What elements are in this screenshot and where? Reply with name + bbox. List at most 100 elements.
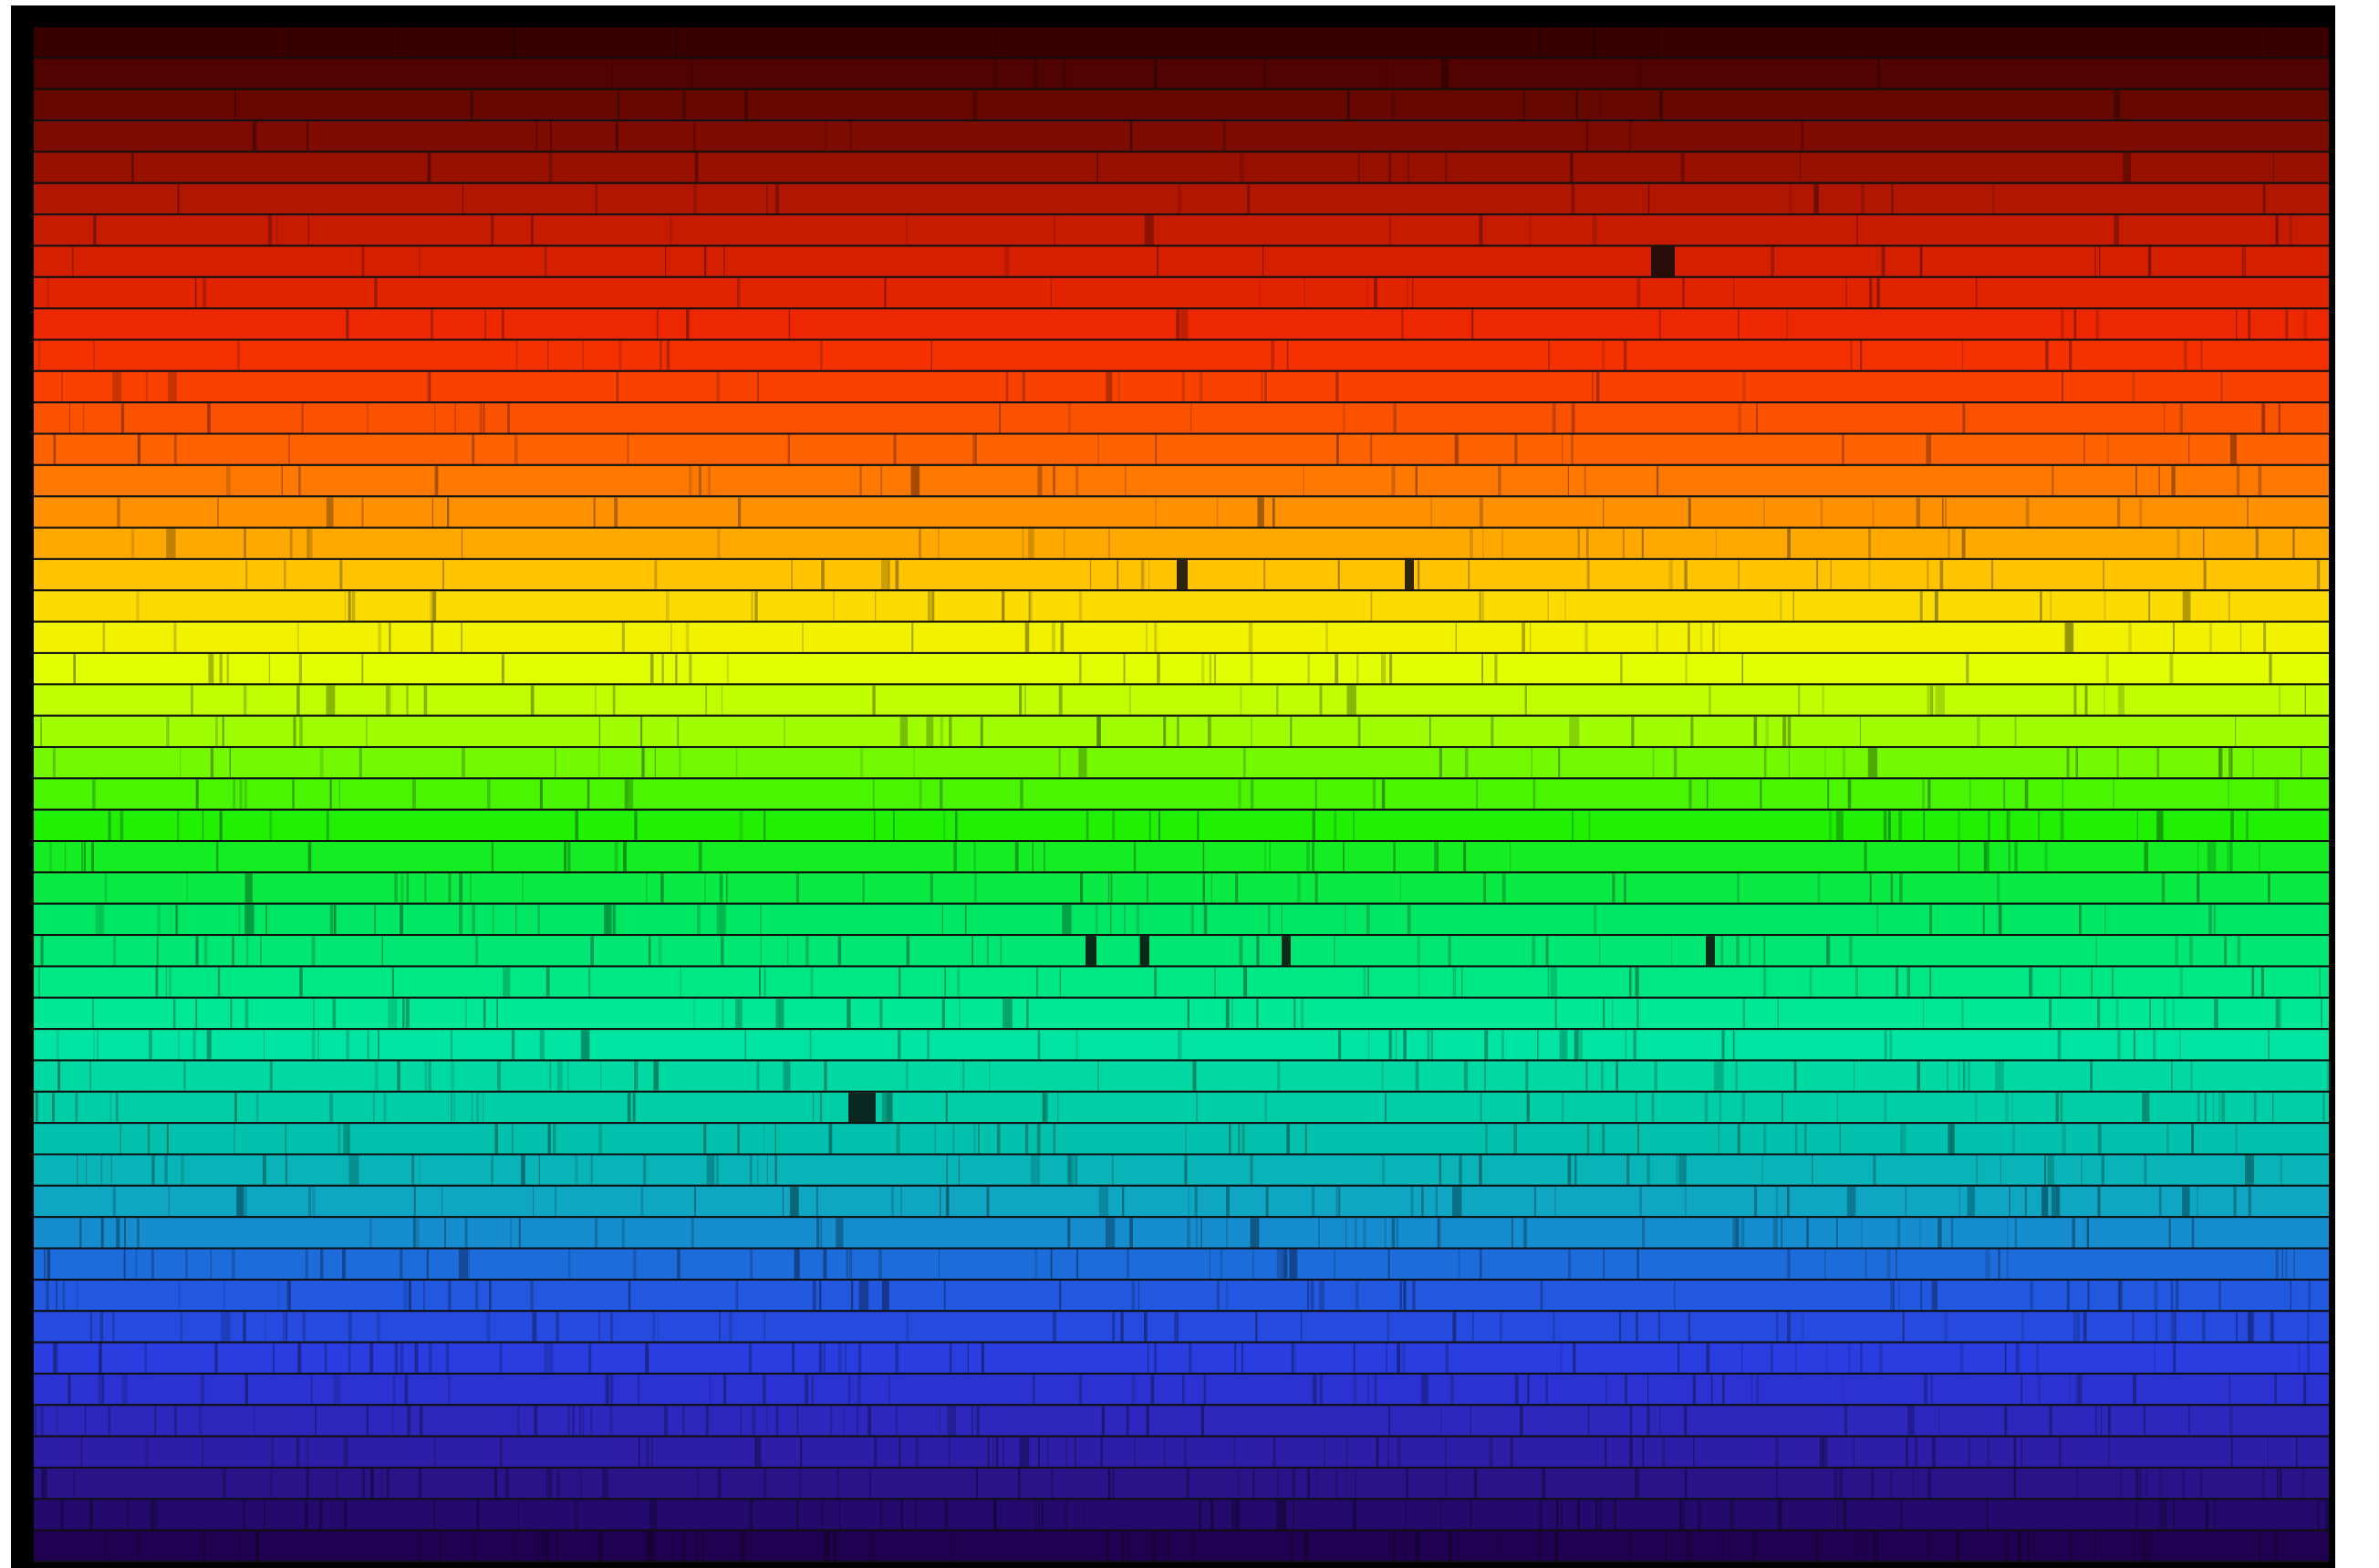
- absorption-line: [1250, 779, 1254, 809]
- absorption-line: [1987, 1437, 1990, 1467]
- absorption-line: [1415, 465, 1418, 496]
- absorption-line: [1545, 1374, 1549, 1405]
- absorption-line: [764, 1312, 765, 1342]
- absorption-line: [2083, 1312, 2086, 1342]
- absorption-line: [1065, 1437, 1068, 1467]
- absorption-line: [1890, 1280, 1892, 1311]
- absorption-line: [284, 559, 286, 590]
- absorption-line: [2055, 1092, 2059, 1123]
- absorption-line: [1585, 528, 1589, 558]
- absorption-line: [1763, 1124, 1767, 1154]
- absorption-line: [2197, 1186, 2198, 1217]
- absorption-line: [2116, 497, 2121, 527]
- absorption-line: [2158, 1186, 2162, 1217]
- absorption-line: [1047, 1437, 1049, 1467]
- absorption-line: [1712, 622, 1715, 652]
- absorption-line: [1235, 873, 1239, 903]
- absorption-line: [839, 1500, 841, 1530]
- absorption-line: [1105, 1218, 1116, 1248]
- absorption-line: [60, 1500, 65, 1530]
- absorption-line: [1781, 1092, 1783, 1123]
- absorption-line: [1884, 1030, 1887, 1060]
- absorption-line: [1403, 1280, 1407, 1311]
- absorption-line: [2275, 215, 2279, 245]
- absorption-line: [2281, 1249, 2283, 1279]
- absorption-line: [2218, 1092, 2221, 1123]
- absorption-line: [203, 277, 206, 308]
- absorption-line: [1153, 58, 1158, 88]
- absorption-line: [1354, 1500, 1356, 1530]
- absorption-line: [2158, 1468, 2162, 1499]
- absorption-line: [374, 1061, 379, 1091]
- absorption-line: [367, 1030, 369, 1060]
- absorption-line: [2133, 1374, 2136, 1405]
- absorption-line: [1763, 497, 1765, 527]
- absorption-line: [1271, 340, 1275, 370]
- absorption-line: [1537, 27, 1540, 57]
- spectrum-strip: [34, 747, 2329, 778]
- absorption-line: [2213, 904, 2217, 935]
- absorption-line: [677, 1249, 680, 1279]
- absorption-line: [1896, 1218, 1901, 1248]
- spectrum-strip: [34, 58, 2329, 88]
- absorption-line: [2060, 1092, 2063, 1123]
- absorption-line: [120, 403, 125, 433]
- absorption-line: [121, 1374, 128, 1405]
- absorption-line: [1876, 904, 1879, 935]
- absorption-line: [2128, 622, 2132, 652]
- absorption-line: [1319, 1280, 1325, 1311]
- absorption-line: [1682, 1500, 1686, 1530]
- absorption-line: [1276, 1249, 1287, 1279]
- absorption-line: [582, 340, 584, 370]
- absorption-line: [2147, 1531, 2150, 1561]
- absorption-line: [246, 936, 249, 966]
- absorption-line: [1777, 1500, 1782, 1530]
- absorption-line: [2066, 747, 2070, 778]
- absorption-line: [306, 1437, 309, 1467]
- absorption-line: [1304, 1124, 1307, 1154]
- absorption-line: [598, 716, 601, 746]
- absorption-line: [2247, 497, 2249, 527]
- absorption-line: [397, 1061, 400, 1091]
- strip-separator: [34, 1498, 2329, 1501]
- absorption-line: [999, 403, 1001, 433]
- spectrum-strip: [34, 183, 2329, 214]
- absorption-line: [464, 1531, 466, 1561]
- absorption-line: [75, 1092, 78, 1123]
- absorption-line: [1685, 1531, 1687, 1561]
- absorption-line: [1961, 998, 1964, 1029]
- absorption-line: [496, 998, 498, 1029]
- absorption-line: [1452, 1312, 1457, 1342]
- absorption-line: [1357, 716, 1361, 746]
- absorption-line: [1569, 152, 1574, 182]
- absorption-line: [1834, 1468, 1836, 1499]
- absorption-line: [195, 998, 198, 1029]
- absorption-line: [2251, 967, 2255, 997]
- absorption-line: [222, 716, 224, 746]
- absorption-line: [2166, 1124, 2169, 1154]
- absorption-line: [1407, 277, 1408, 308]
- spectrum-strip: [34, 1312, 2329, 1342]
- absorption-line: [2307, 1312, 2309, 1342]
- absorption-line: [448, 1280, 452, 1311]
- absorption-line: [1641, 1218, 1646, 1248]
- absorption-line: [1076, 1249, 1078, 1279]
- absorption-line: [2199, 1468, 2202, 1499]
- absorption-line: [2087, 1280, 2090, 1311]
- spectrum-strip: [34, 246, 2329, 276]
- absorption-line: [2152, 1030, 2156, 1060]
- absorption-line: [1107, 873, 1110, 903]
- absorption-line: [1876, 277, 1880, 308]
- absorption-line: [1550, 967, 1557, 997]
- spectrum-strip: [34, 1343, 2329, 1373]
- absorption-line: [971, 89, 978, 120]
- absorption-line: [1554, 1531, 1559, 1561]
- absorption-line: [1391, 465, 1396, 496]
- absorption-line: [2202, 528, 2205, 558]
- absorption-line: [2303, 309, 2308, 339]
- absorption-line: [1033, 1374, 1035, 1405]
- absorption-line: [1914, 1437, 1918, 1467]
- strip-separator: [34, 182, 2329, 184]
- absorption-line: [1577, 528, 1580, 558]
- absorption-line: [306, 528, 309, 558]
